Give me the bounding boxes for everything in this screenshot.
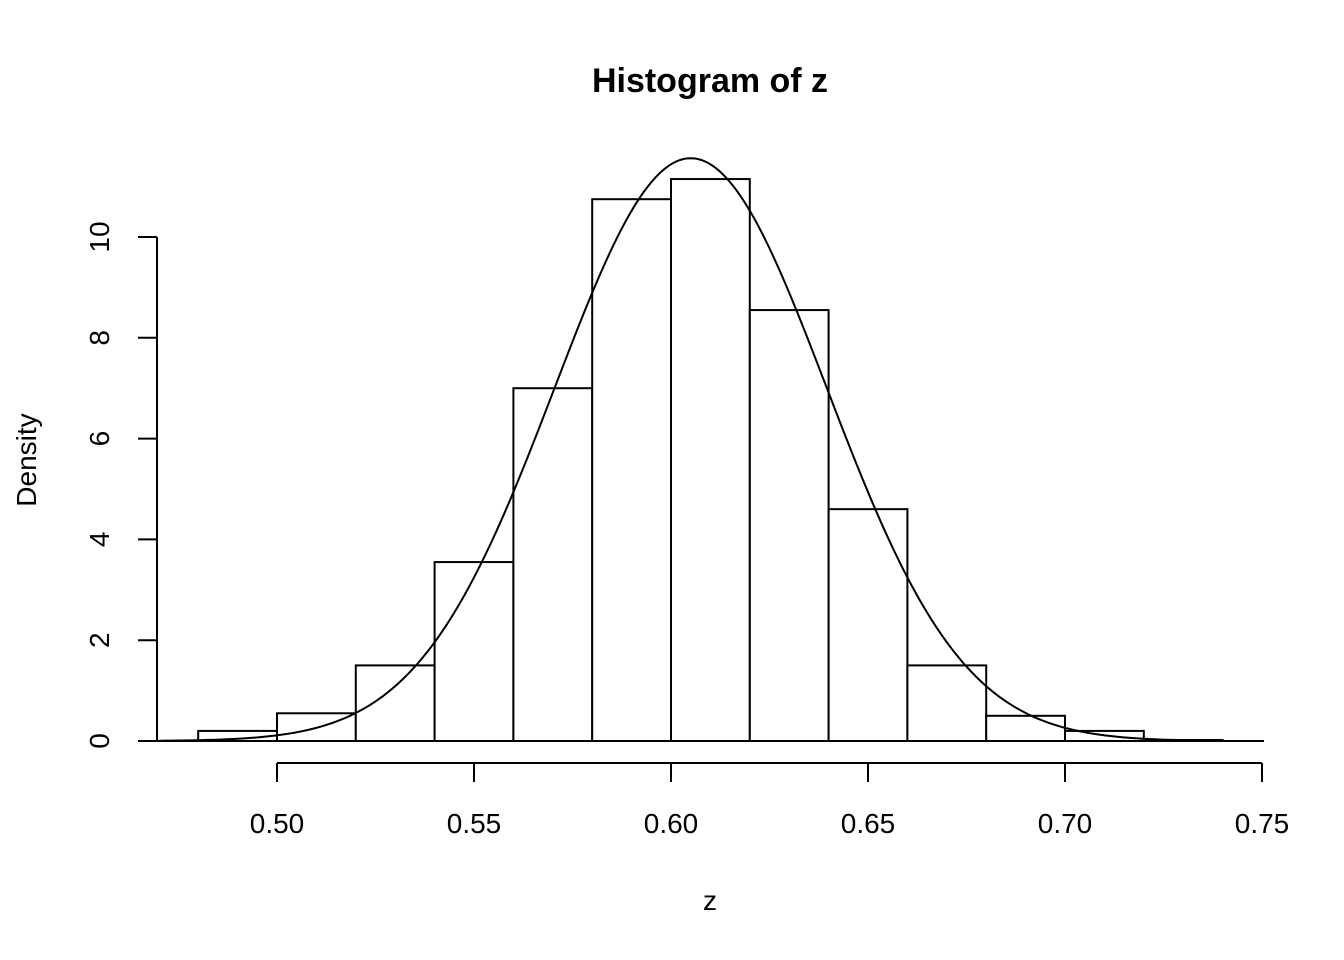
y-axis-label: Density: [11, 413, 42, 506]
x-tick-label: 0.70: [1038, 808, 1093, 839]
y-tick-label: 10: [84, 221, 115, 252]
y-tick-label: 2: [84, 632, 115, 648]
histogram-bar-9: [827, 508, 909, 742]
density-curve: [158, 157, 1223, 742]
x-axis-label: z: [703, 885, 717, 916]
x-tick-label: 0.55: [447, 808, 502, 839]
x-tick-label: 0.50: [250, 808, 305, 839]
y-tick-label: 0: [84, 733, 115, 749]
x-tick-label: 0.75: [1235, 808, 1290, 839]
histogram-bar-8: [748, 309, 830, 742]
histogram-bar-11: [985, 714, 1067, 742]
histogram-bar-10: [906, 664, 988, 743]
y-tick-label: 8: [84, 330, 115, 346]
x-tick-label: 0.60: [644, 808, 699, 839]
y-tick-label: 4: [84, 532, 115, 548]
histogram-bar-3: [354, 664, 436, 743]
y-tick-label: 6: [84, 431, 115, 447]
chart-title: Histogram of z: [592, 62, 828, 100]
histogram-bar-6: [591, 198, 673, 742]
histogram-bar-7: [670, 178, 751, 743]
histogram-bars: [157, 178, 1264, 743]
x-tick-label: 0.65: [841, 808, 896, 839]
x-axis: 0.50 0.55 0.60 0.65 0.70 0.75: [250, 762, 1290, 839]
histogram-bar-4: [433, 561, 515, 743]
histogram-bar-5: [512, 387, 594, 742]
y-axis: 0 2 4 6 8 10: [84, 221, 158, 749]
